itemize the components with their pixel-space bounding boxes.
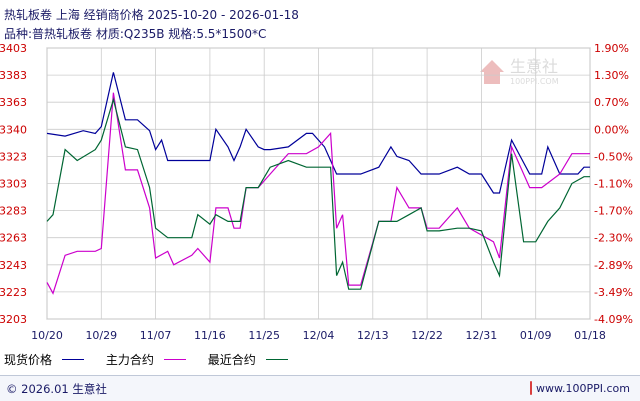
y-left-tick-label: 3383 bbox=[0, 69, 27, 82]
watermark-name: 生意社 bbox=[510, 57, 558, 76]
x-tick-label: 10/20 bbox=[31, 329, 63, 342]
y-right-tick-label: 1.30% bbox=[594, 69, 629, 82]
x-tick-label: 11/07 bbox=[140, 329, 172, 342]
tick-labels: 3403 1.90% 3383 1.30% 3363 0.70% 3340 0.00% 3323… bbox=[0, 42, 633, 342]
x-tick-label: 11/25 bbox=[248, 329, 280, 342]
y-right-tick-label: -0.50% bbox=[594, 150, 633, 163]
y-right-tick-label: -2.30% bbox=[594, 232, 633, 245]
x-tick-label: 01/18 bbox=[574, 329, 606, 342]
legend-label-recent: 最近合约 bbox=[207, 353, 256, 367]
y-right-tick-label: 1.90% bbox=[594, 42, 629, 55]
y-left-tick-label: 3263 bbox=[0, 232, 27, 245]
chart-subtitle: 品种:普热轧板卷 材质:Q235B 规格:5.5*1500*C bbox=[4, 27, 267, 41]
legend-label-main: 主力合约 bbox=[105, 353, 154, 367]
x-tick-label: 12/13 bbox=[357, 329, 389, 342]
copyright: © 2026.01 生意社 bbox=[6, 382, 107, 396]
x-tick-label: 12/31 bbox=[466, 329, 498, 342]
series-line-1 bbox=[46, 92, 590, 295]
y-left-tick-label: 3243 bbox=[0, 259, 27, 272]
y-left-tick-label: 3323 bbox=[0, 150, 27, 163]
y-right-tick-label: -3.49% bbox=[594, 286, 633, 299]
legend: 现货价格 主力合约 最近合约 bbox=[4, 351, 306, 369]
legend-item-main: 主力合约 bbox=[106, 351, 186, 368]
footer: © 2026.01 生意社 www.100PPI.com bbox=[0, 375, 640, 401]
y-left-tick-label: 3223 bbox=[0, 286, 27, 299]
chart-title: 热轧板卷 上海 经销商价格 2025-10-20 - 2026-01-18 bbox=[4, 8, 299, 22]
y-right-tick-label: 0.70% bbox=[594, 96, 629, 109]
y-left-tick-label: 3203 bbox=[0, 313, 27, 326]
legend-label-spot: 现货价格 bbox=[4, 353, 53, 367]
legend-item-recent: 最近合约 bbox=[208, 351, 288, 368]
grid bbox=[46, 47, 591, 320]
y-right-tick-label: -2.89% bbox=[594, 259, 633, 272]
y-right-tick-label: -1.10% bbox=[594, 178, 633, 191]
x-tick-label: 10/29 bbox=[85, 329, 117, 342]
x-tick-label: 01/09 bbox=[520, 329, 552, 342]
legend-swatch-recent bbox=[265, 359, 288, 360]
y-left-tick-label: 3403 bbox=[0, 42, 27, 55]
footer-logo[interactable]: www.100PPI.com bbox=[530, 378, 630, 398]
y-right-tick-label: 0.00% bbox=[594, 123, 629, 136]
watermark-logo: 生意社 100PPI.COM bbox=[480, 57, 559, 86]
y-left-tick-label: 3363 bbox=[0, 96, 27, 109]
y-right-tick-label: -4.09% bbox=[594, 313, 633, 326]
y-left-tick-label: 3283 bbox=[0, 205, 27, 218]
series-line-2 bbox=[46, 97, 590, 290]
watermark-url: 100PPI.COM bbox=[510, 77, 559, 86]
legend-swatch-spot bbox=[62, 359, 85, 360]
series-lines bbox=[46, 72, 590, 295]
brand-logo-icon bbox=[530, 381, 533, 395]
legend-item-spot: 现货价格 bbox=[4, 351, 85, 368]
x-tick-label: 12/22 bbox=[411, 329, 443, 342]
series-line-0 bbox=[46, 72, 590, 194]
footer-url: www.100PPI.com bbox=[536, 381, 630, 395]
x-tick-label: 12/04 bbox=[303, 329, 335, 342]
x-tick-label: 11/16 bbox=[194, 329, 226, 342]
price-chart: 生意社 100PPI.COM 3403 1.90% 3383 1.30% 3363 0.7… bbox=[0, 42, 633, 342]
y-right-tick-label: -1.70% bbox=[594, 205, 633, 218]
y-left-tick-label: 3303 bbox=[0, 178, 27, 191]
y-left-tick-label: 3340 bbox=[0, 123, 27, 136]
legend-swatch-main bbox=[163, 359, 186, 360]
